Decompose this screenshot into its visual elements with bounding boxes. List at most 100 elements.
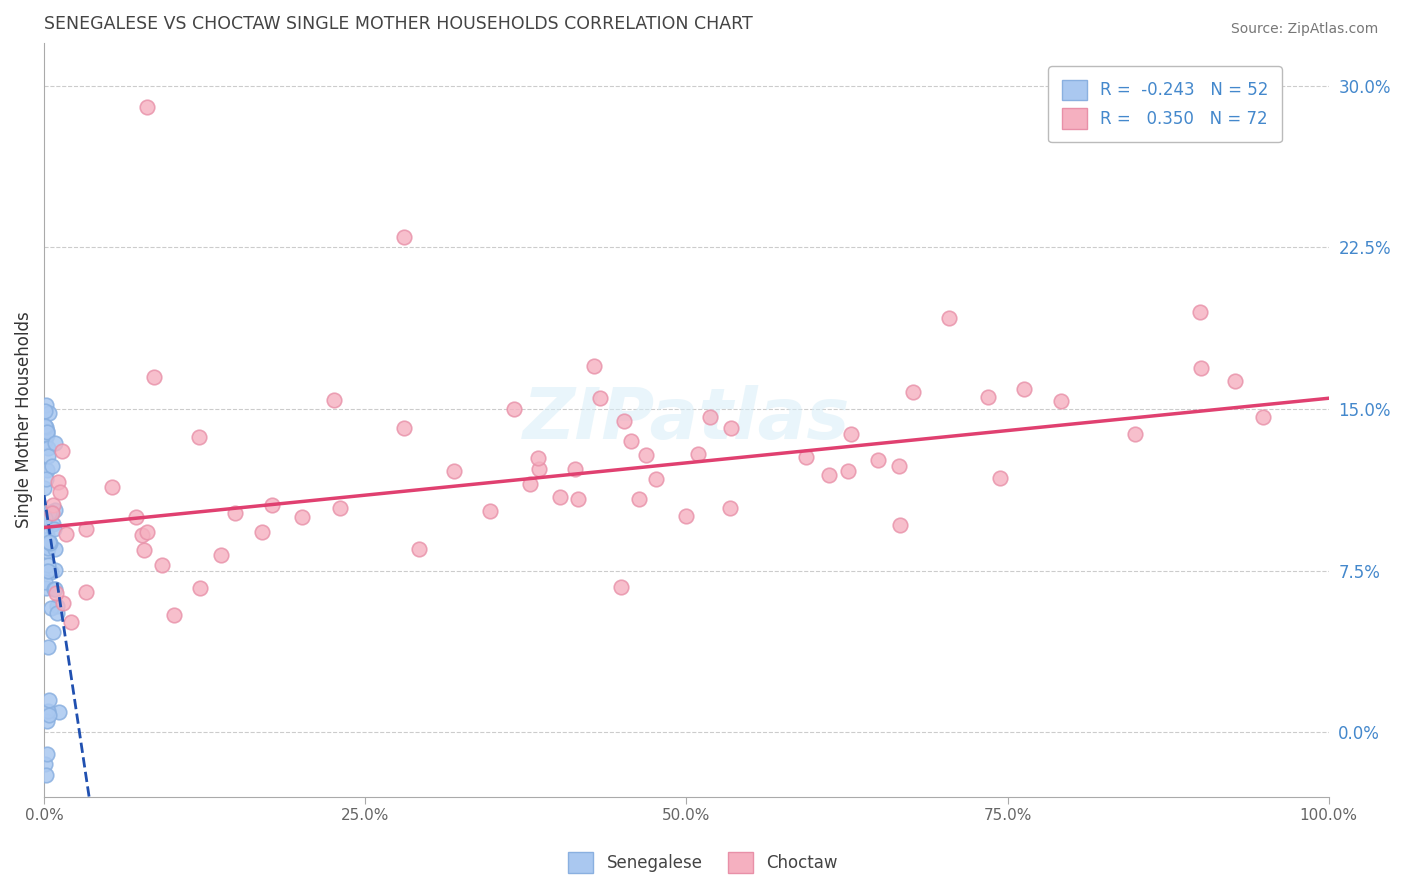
Point — [35, 428, 58, 442]
Point — [976, 390, 998, 404]
Point — [35, 420, 58, 434]
Point — [39, 600, 62, 615]
Point — [260, 499, 283, 513]
Point — [392, 229, 415, 244]
Point — [841, 426, 863, 441]
Point — [39, 505, 62, 519]
Point — [37, 424, 59, 438]
Point — [889, 458, 911, 473]
Point — [1223, 374, 1246, 388]
Point — [34, 582, 56, 596]
Point — [35, 528, 58, 542]
Point — [35, 747, 58, 761]
Point — [37, 640, 59, 654]
Point — [35, 768, 58, 782]
Point — [613, 413, 636, 427]
Point — [699, 409, 721, 424]
Point — [686, 447, 709, 461]
Point — [34, 404, 56, 418]
Point — [901, 384, 924, 399]
Point — [44, 502, 66, 516]
Point — [1012, 382, 1035, 396]
Point — [44, 541, 66, 556]
Point — [35, 472, 58, 486]
Point — [52, 596, 75, 610]
Point — [443, 464, 465, 478]
Point — [37, 544, 59, 558]
Point — [34, 418, 56, 433]
Point — [34, 511, 56, 525]
Point — [44, 582, 66, 596]
Point — [48, 705, 70, 719]
Point — [41, 458, 63, 473]
Point — [329, 501, 352, 516]
Point — [38, 536, 60, 550]
Point — [938, 311, 960, 326]
Text: SENEGALESE VS CHOCTAW SINGLE MOTHER HOUSEHOLDS CORRELATION CHART: SENEGALESE VS CHOCTAW SINGLE MOTHER HOUS… — [44, 15, 752, 33]
Point — [548, 490, 571, 504]
Point — [34, 507, 56, 521]
Point — [35, 425, 58, 439]
Point — [132, 542, 155, 557]
Point — [37, 704, 59, 718]
Point — [38, 692, 60, 706]
Point — [675, 508, 697, 523]
Y-axis label: Single Mother Households: Single Mother Households — [15, 311, 32, 528]
Point — [42, 582, 65, 596]
Point — [35, 463, 58, 477]
Point — [46, 606, 69, 620]
Point — [35, 564, 58, 578]
Point — [135, 101, 157, 115]
Point — [866, 453, 889, 467]
Point — [75, 585, 97, 599]
Point — [42, 498, 65, 512]
Point — [589, 391, 612, 405]
Point — [37, 558, 59, 572]
Point — [49, 484, 72, 499]
Point — [644, 471, 666, 485]
Point — [187, 430, 209, 444]
Point — [720, 421, 742, 435]
Point — [408, 541, 430, 556]
Point — [37, 564, 59, 578]
Point — [42, 517, 65, 532]
Point — [1049, 394, 1071, 409]
Legend: R =  -0.243   N = 52, R =   0.350   N = 72: R = -0.243 N = 52, R = 0.350 N = 72 — [1049, 66, 1282, 142]
Point — [37, 532, 59, 546]
Point — [634, 448, 657, 462]
Point — [35, 398, 58, 412]
Point — [718, 501, 741, 516]
Point — [135, 524, 157, 539]
Point — [628, 492, 651, 507]
Point — [190, 581, 212, 595]
Point — [889, 517, 911, 532]
Point — [519, 477, 541, 491]
Point — [209, 549, 232, 563]
Point — [45, 586, 67, 600]
Point — [250, 524, 273, 539]
Point — [46, 475, 69, 489]
Point — [42, 522, 65, 536]
Point — [817, 468, 839, 483]
Point — [34, 575, 56, 590]
Point — [39, 565, 62, 579]
Point — [620, 434, 643, 448]
Point — [526, 451, 548, 466]
Point — [37, 441, 59, 455]
Point — [163, 607, 186, 622]
Point — [37, 541, 59, 555]
Point — [392, 420, 415, 434]
Point — [55, 527, 77, 541]
Point — [46, 599, 69, 614]
Point — [38, 506, 60, 520]
Point — [131, 528, 153, 542]
Text: Source: ZipAtlas.com: Source: ZipAtlas.com — [1230, 22, 1378, 37]
Point — [582, 359, 605, 373]
Point — [503, 401, 526, 416]
Point — [101, 480, 124, 494]
Point — [44, 436, 66, 450]
Point — [38, 406, 60, 420]
Point — [38, 534, 60, 549]
Point — [42, 624, 65, 639]
Point — [291, 510, 314, 524]
